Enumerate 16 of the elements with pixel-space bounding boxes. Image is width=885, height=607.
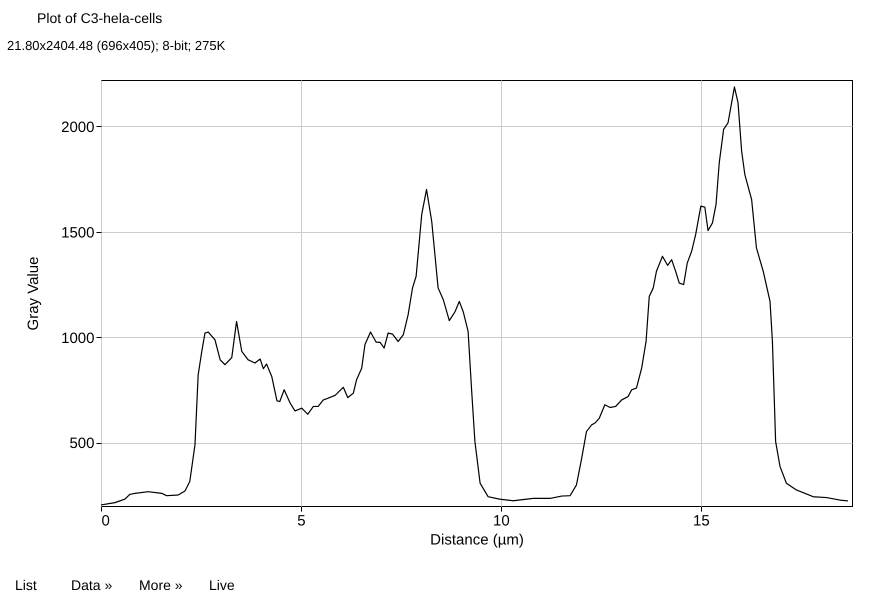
y-tick-label: 1000 xyxy=(61,330,94,347)
y-tick-label: 1500 xyxy=(61,224,94,242)
y-axis-title: Gray Value xyxy=(25,256,42,330)
chart-title: Plot of C3-hela-cells xyxy=(37,10,162,26)
x-tick-label: 15 xyxy=(692,512,710,530)
text: Data » xyxy=(71,577,112,593)
x-tick-label: 10 xyxy=(493,512,510,530)
text: List xyxy=(15,577,37,593)
text: More » xyxy=(139,577,183,593)
x-axis-title: Distance (µm) xyxy=(430,532,524,548)
x-tick-label: 5 xyxy=(297,512,306,530)
text: Live xyxy=(209,577,235,593)
x-tick-label: 0 xyxy=(102,512,110,530)
y-tick-label: 2000 xyxy=(61,118,94,136)
text: 21.80x2404.48 (696x405); 8-bit; 275K xyxy=(7,38,226,53)
y-tick-label: 500 xyxy=(69,435,94,452)
